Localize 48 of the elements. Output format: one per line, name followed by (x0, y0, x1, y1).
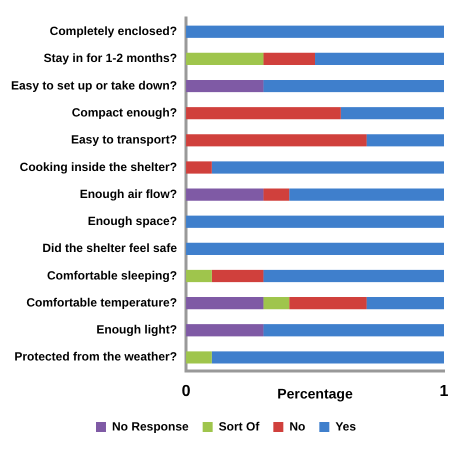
y-tick-label: Did the shelter feel safe (42, 241, 178, 256)
y-tick-label: Enough light? (96, 322, 178, 337)
y-tick-label: Enough space? (88, 214, 178, 228)
bar (186, 188, 264, 201)
legend-label: No Response (112, 419, 189, 434)
bar (186, 324, 264, 336)
bar (315, 52, 444, 66)
bar (186, 216, 444, 228)
bar (186, 297, 264, 310)
legend-label: Sort Of (218, 419, 260, 434)
bar (212, 161, 444, 174)
bar (186, 161, 212, 174)
bar (186, 134, 367, 146)
bar (212, 351, 444, 364)
bar (263, 297, 290, 310)
y-tick-label: Comfortable temperature? (26, 295, 178, 310)
bar (263, 188, 290, 201)
legend-label: Yes (335, 419, 356, 434)
bar (263, 80, 444, 92)
y-tick-label: Easy to transport? (71, 132, 178, 147)
bar (263, 270, 444, 282)
bar (289, 188, 444, 201)
y-tick-label: Enough air flow? (80, 186, 178, 201)
bar (186, 351, 212, 364)
bar (340, 107, 444, 120)
legend-label: No (289, 419, 306, 434)
bar (186, 26, 444, 38)
bar (186, 270, 212, 282)
bar (186, 80, 264, 92)
bar (289, 297, 367, 310)
y-tick-label: Compact enough? (72, 105, 178, 120)
bar (186, 242, 444, 255)
bar (186, 107, 341, 120)
y-tick-label: Comfortable sleeping? (47, 268, 178, 282)
y-tick-label: Protected from the weather? (14, 350, 178, 364)
x-axis-title: Percentage (277, 385, 353, 402)
bar (212, 270, 264, 282)
bar (263, 52, 316, 66)
y-tick-label: Cooking inside the shelter? (20, 160, 178, 174)
y-tick-label: Easy to set up or take down? (11, 78, 178, 92)
x-tick-label: 1 (440, 383, 449, 400)
y-tick-label: Stay in for 1-2 months? (44, 51, 178, 66)
x-tick-label: 0 (182, 383, 191, 400)
bar (263, 324, 444, 336)
bar (186, 52, 264, 66)
bar (366, 297, 444, 310)
y-tick-label: Completely enclosed? (50, 24, 178, 38)
bar (366, 134, 444, 146)
